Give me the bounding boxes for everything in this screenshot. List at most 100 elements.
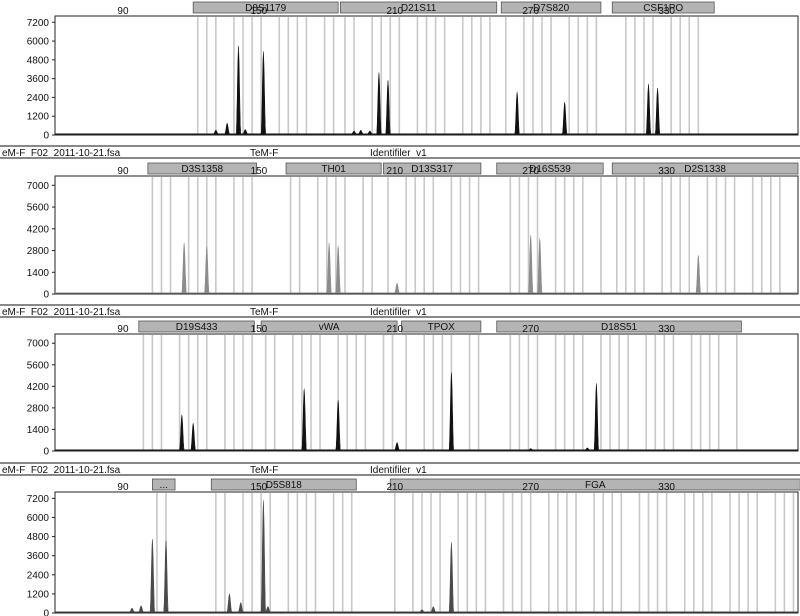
locus-label: TH01 (321, 164, 346, 175)
locus-label: D8S1179 (245, 3, 286, 14)
peak (178, 414, 185, 451)
locus-box (500, 1, 602, 14)
locus-box (192, 1, 339, 14)
locus-label: D18S51 (601, 322, 638, 333)
peak (536, 237, 543, 294)
peak (335, 399, 342, 451)
header-text: Identifiler_v1 (370, 148, 427, 159)
peak (163, 540, 169, 613)
x-tick-label: 150 (251, 166, 268, 177)
x-tick-label: 90 (117, 324, 129, 335)
y-tick-label: 4800 (27, 55, 50, 66)
x-tick-label: 90 (117, 166, 129, 177)
x-tick-label: 330 (658, 6, 675, 17)
header-text: eM-F_F02_2011-10-21.fsa (2, 148, 121, 159)
locus-box (260, 320, 398, 333)
locus-label: D19S433 (176, 322, 218, 333)
panel-4: ... D5S818 FGA 90 150 210 270 330 0 1200 2400 3600 4… (27, 478, 800, 616)
y-tick-label: 5600 (27, 203, 50, 214)
y-tick-label: 1200 (27, 589, 50, 600)
locus-label: ... (160, 480, 168, 491)
locus-box (285, 162, 382, 175)
peak (301, 388, 308, 451)
peak (260, 50, 267, 135)
peak (351, 130, 357, 135)
y-tick-label: 7000 (27, 339, 50, 350)
y-tick-label: 1200 (27, 112, 50, 123)
x-tick-label: 330 (658, 324, 675, 335)
y-tick-label: 4800 (27, 532, 50, 543)
peak (528, 448, 534, 451)
plot-frame (54, 175, 799, 295)
locus-box (611, 1, 715, 14)
peak (419, 609, 425, 613)
y-tick-label: 6000 (27, 513, 50, 524)
y-tick-label: 6000 (27, 37, 50, 48)
locus-box (496, 320, 742, 333)
locus-label: D3S1358 (181, 164, 223, 175)
x-tick-label: 330 (658, 166, 675, 177)
header-text: TeM-F (250, 465, 278, 476)
peak (226, 593, 233, 613)
y-tick-label: 2800 (27, 403, 50, 414)
peak (376, 72, 382, 135)
x-tick-label: 210 (386, 6, 403, 17)
y-tick-label: 7200 (27, 18, 50, 29)
locus-box (383, 162, 482, 175)
y-tick-label: 2800 (27, 246, 50, 257)
header-text: TeM-F (250, 148, 278, 159)
panel-1: D8S1179 D21S11 D7S820 CSF1PO 90 150 210 270 330 0… (27, 1, 799, 142)
y-tick-label: 7000 (27, 181, 50, 192)
header-text: Identifiler_v1 (370, 465, 427, 476)
header-text: eM-F_F02_2011-10-21.fsa (2, 307, 121, 318)
y-tick-label: 3600 (27, 74, 50, 85)
peak (129, 607, 135, 613)
locus-box (210, 478, 357, 491)
peak (367, 130, 373, 135)
locus-label: D13S317 (411, 164, 453, 175)
locus-label: TPOX (428, 322, 456, 333)
locus-box (152, 478, 176, 491)
locus-label: vWA (319, 322, 340, 333)
x-tick-label: 150 (251, 6, 268, 17)
peak (448, 372, 455, 451)
x-tick-label: 270 (522, 324, 539, 335)
y-tick-label: 2400 (27, 570, 50, 581)
y-tick-label: 0 (43, 131, 49, 142)
locus-box (138, 320, 255, 333)
y-tick-label: 2400 (27, 93, 50, 104)
peak (213, 130, 219, 135)
peak (260, 499, 267, 613)
file-header-row: eM-F_F02_2011-10-21.fsa TeM-F Identifiler_… (0, 304, 800, 318)
peak (181, 242, 188, 294)
locus-box (340, 1, 498, 14)
file-header-row: eM-F_F02_2011-10-21.fsa TeM-F Identifiler_… (0, 462, 800, 476)
y-tick-label: 0 (43, 447, 49, 458)
y-tick-label: 4200 (27, 382, 50, 393)
header-text: eM-F_F02_2011-10-21.fsa (2, 465, 121, 476)
x-tick-label: 150 (251, 482, 268, 493)
file-header-row: eM-F_F02_2011-10-21.fsa TeM-F Identifiler_… (0, 145, 800, 159)
header-bars-layer: eM-F_F02_2011-10-21.fsa TeM-F Identifiler_… (0, 145, 800, 476)
x-tick-label: 210 (386, 324, 403, 335)
peak (203, 246, 210, 294)
locus-label: D16S539 (529, 164, 571, 175)
peak (593, 382, 600, 451)
peak (394, 442, 400, 451)
panels-layer: D8S1179 D21S11 D7S820 CSF1PO 90 150 210 270 330 0… (27, 1, 800, 616)
y-tick-label: 1400 (27, 425, 50, 436)
peak (358, 130, 364, 135)
x-tick-label: 210 (386, 482, 403, 493)
locus-box (147, 162, 258, 175)
x-tick-label: 210 (386, 166, 403, 177)
locus-label: D2S1338 (684, 164, 726, 175)
peak (645, 83, 652, 135)
peak (138, 605, 144, 613)
peak (224, 122, 231, 135)
y-tick-label: 1400 (27, 268, 50, 279)
locus-label: FGA (585, 480, 606, 491)
peak (430, 606, 437, 613)
x-tick-label: 330 (658, 482, 675, 493)
peak (561, 101, 568, 135)
